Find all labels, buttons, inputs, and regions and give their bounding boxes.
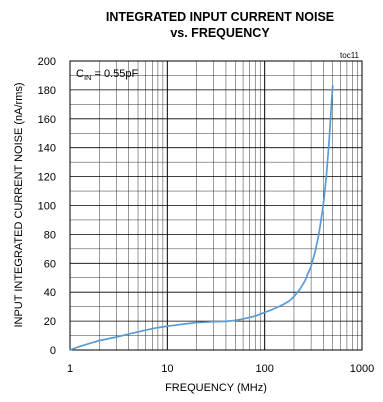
x-tick-label: 1 bbox=[67, 363, 73, 375]
y-tick-label: 40 bbox=[44, 287, 56, 299]
annotation-value: = 0.55pF bbox=[91, 68, 138, 80]
annotation-cin: CIN = 0.55pF bbox=[76, 68, 139, 82]
grid-layer bbox=[70, 61, 362, 350]
y-tick-label: 160 bbox=[38, 114, 56, 126]
x-tick-label: 1000 bbox=[350, 363, 374, 375]
y-tick-label: 0 bbox=[50, 345, 56, 357]
plot-frame bbox=[69, 60, 363, 351]
chart-title-line2: vs. FREQUENCY bbox=[170, 26, 270, 40]
x-tick-label: 10 bbox=[161, 363, 173, 375]
y-tick-label: 60 bbox=[44, 258, 56, 270]
series-line bbox=[69, 84, 334, 351]
y-tick-label: 100 bbox=[38, 201, 56, 213]
tick-label-layer: 1 10 100 1000 0 20 40 60 80 100 120 140 160 180 200 bbox=[38, 56, 375, 375]
y-tick-label: 120 bbox=[38, 172, 56, 184]
y-tick-label: 200 bbox=[38, 56, 56, 68]
toc-label: toc11 bbox=[340, 51, 360, 60]
x-tick-label: 100 bbox=[255, 363, 273, 375]
y-tick-label: 20 bbox=[44, 316, 56, 328]
annotation-main: C bbox=[76, 68, 84, 80]
annotation-subscript: IN bbox=[84, 73, 92, 82]
y-tick-label: 180 bbox=[38, 85, 56, 97]
y-axis-label: INPUT INTEGRATED CURRENT NOISE (nA/rms) bbox=[13, 82, 25, 327]
series-layer bbox=[69, 84, 334, 351]
y-tick-label: 80 bbox=[44, 229, 56, 241]
x-axis-label: FREQUENCY (MHz) bbox=[165, 382, 267, 394]
y-tick-label: 140 bbox=[38, 143, 56, 155]
chart-title-line1: INTEGRATED INPUT CURRENT NOISE bbox=[106, 10, 334, 24]
